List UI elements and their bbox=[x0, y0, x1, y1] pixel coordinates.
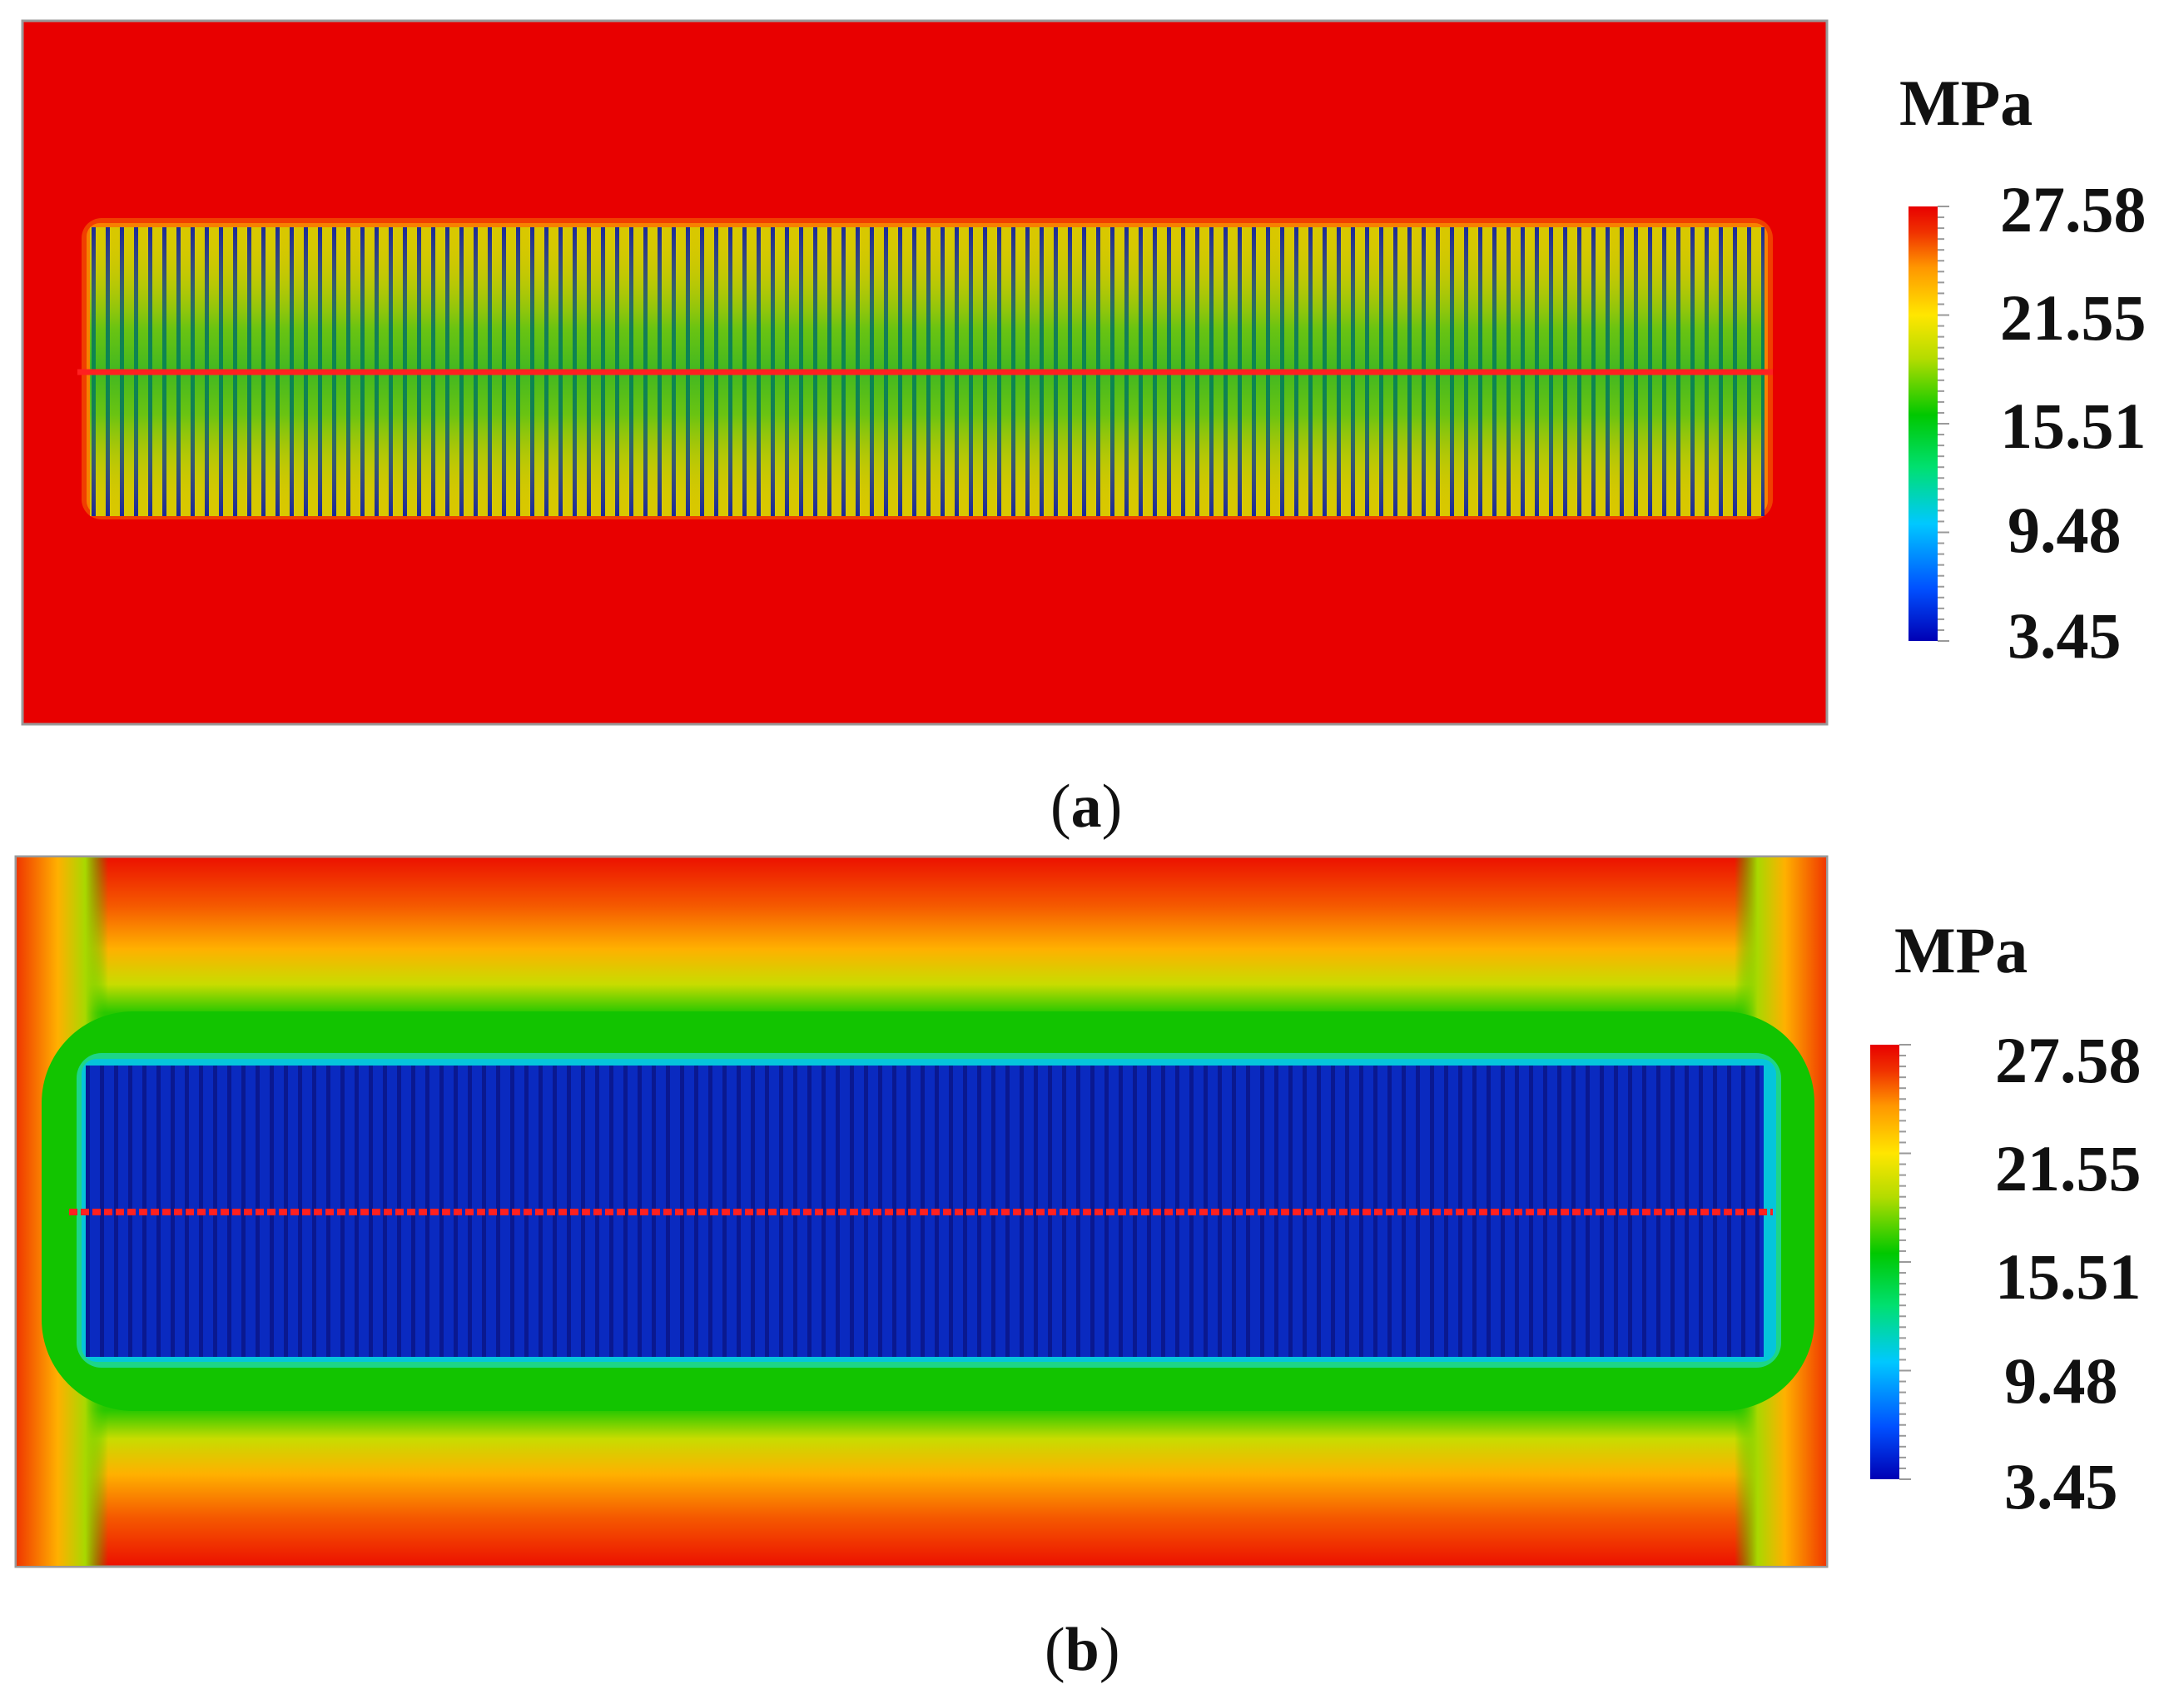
panel-a-legend-unit: MPa bbox=[1899, 67, 2033, 139]
panel-b-legend-unit: MPa bbox=[1894, 914, 2028, 986]
panel-a-tick-label: 27.58 bbox=[2000, 173, 2147, 246]
panel-a-tick-label: 21.55 bbox=[2000, 281, 2147, 354]
panel-b-tick-label: 21.55 bbox=[1995, 1132, 2142, 1205]
panel-b bbox=[14, 855, 1829, 1568]
panel-a-tick-label: 9.48 bbox=[2008, 494, 2122, 566]
panel-b-legend: MPa 27.58 21.55 15.51 9.48 3.45 bbox=[1870, 914, 2142, 1523]
panel-a-colorbar-ticks bbox=[1938, 206, 1949, 642]
panel-a-caption: (a) bbox=[1050, 772, 1122, 841]
panel-a bbox=[21, 19, 1829, 726]
panel-b-tick-label: 27.58 bbox=[1995, 1024, 2142, 1096]
panel-b-colorbar-ticks bbox=[1899, 1044, 1911, 1480]
panel-a-legend: MPa 27.58 21.55 15.51 9.48 3.45 bbox=[1899, 67, 2147, 672]
panel-a-colorbar bbox=[1909, 206, 1938, 641]
panel-b-colorbar bbox=[1870, 1045, 1899, 1479]
panel-b-tick-label: 9.48 bbox=[2004, 1344, 2118, 1417]
panel-a-tick-label: 3.45 bbox=[2008, 599, 2122, 672]
panel-b-tick-label: 3.45 bbox=[2004, 1450, 2118, 1523]
panel-b-caption: (b) bbox=[1045, 1616, 1119, 1684]
panel-b-tick-label: 15.51 bbox=[1995, 1240, 2142, 1313]
panel-a-tick-label: 15.51 bbox=[2000, 390, 2147, 462]
